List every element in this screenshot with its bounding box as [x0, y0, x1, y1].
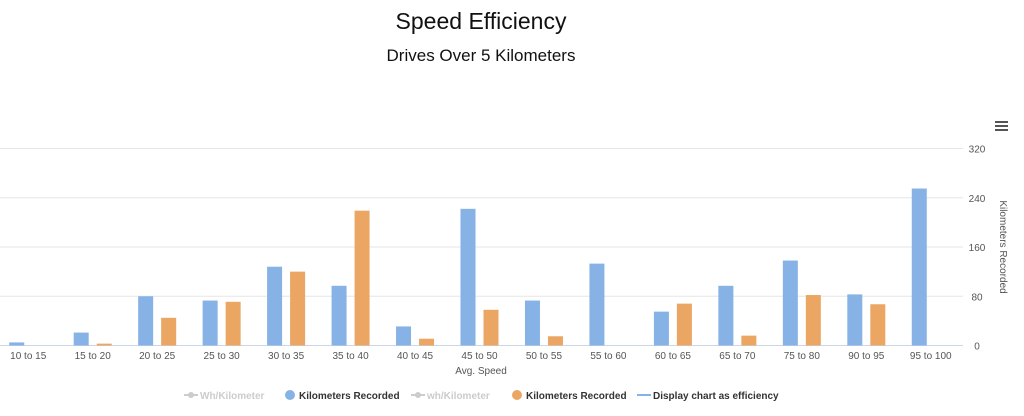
- y-tick-label: 80: [971, 292, 983, 303]
- x-tick-label: 55 to 60: [590, 351, 627, 362]
- bar-series-1[interactable]: [73, 332, 89, 346]
- x-tick-label: 30 to 35: [268, 351, 305, 362]
- legend-dot-icon: [285, 390, 295, 400]
- legend-item[interactable]: Display chart as efficiency: [637, 391, 779, 402]
- bar-series-2[interactable]: [805, 295, 821, 346]
- x-tick-label: 15 to 20: [75, 351, 112, 362]
- bar-series-2[interactable]: [225, 301, 241, 346]
- y-tick-label: 160: [969, 243, 986, 254]
- x-tick-label: 50 to 55: [526, 351, 563, 362]
- bar-series-2[interactable]: [96, 343, 112, 346]
- legend-label: Kilometers Recorded: [299, 391, 400, 402]
- legend-label: wh/Kilometer: [426, 391, 490, 402]
- hamburger-menu-icon[interactable]: [995, 121, 1008, 131]
- x-tick-label: 90 to 95: [848, 351, 885, 362]
- bar-series-2[interactable]: [547, 336, 563, 346]
- bar-series-1[interactable]: [9, 342, 25, 346]
- x-tick-label: 35 to 40: [332, 351, 369, 362]
- bar-series-1[interactable]: [847, 294, 863, 346]
- bar-series-1[interactable]: [267, 266, 283, 346]
- x-tick-label: 20 to 25: [139, 351, 176, 362]
- x-tick-label: 45 to 50: [461, 351, 498, 362]
- bar-series-1[interactable]: [202, 300, 218, 346]
- legend-marker-icon: [188, 392, 194, 398]
- bar-series-2[interactable]: [354, 210, 370, 346]
- x-axis-title: Avg. Speed: [455, 366, 507, 377]
- chart-subtitle: Drives Over 5 Kilometers: [387, 46, 576, 65]
- legend-item[interactable]: Wh/Kilometer: [184, 391, 265, 402]
- bar-series-1[interactable]: [396, 326, 412, 346]
- x-tick-label: 60 to 65: [655, 351, 692, 362]
- bar-series-2[interactable]: [741, 335, 757, 346]
- legend-marker-icon: [415, 392, 421, 398]
- legend-item[interactable]: wh/Kilometer: [411, 391, 490, 402]
- bar-series-1[interactable]: [589, 263, 605, 346]
- bar-series-1[interactable]: [524, 300, 540, 346]
- bar-series-1[interactable]: [782, 260, 798, 346]
- bar-series-2[interactable]: [290, 271, 306, 346]
- legend-label: Wh/Kilometer: [200, 391, 265, 402]
- y-tick-label: 320: [969, 145, 986, 156]
- legend-label: Display chart as efficiency: [653, 391, 779, 402]
- bar-series-2[interactable]: [870, 304, 886, 346]
- bar-series-2[interactable]: [483, 309, 499, 346]
- y-tick-label: 240: [969, 194, 986, 205]
- x-tick-label: 75 to 80: [784, 351, 821, 362]
- y-tick-label: 0: [974, 342, 980, 353]
- bar-series-1[interactable]: [138, 296, 154, 346]
- bar-series-2[interactable]: [161, 317, 177, 346]
- bar-series-1[interactable]: [718, 285, 734, 346]
- legend-dot-icon: [512, 390, 522, 400]
- bar-series-1[interactable]: [460, 208, 476, 346]
- legend-item[interactable]: Kilometers Recorded: [285, 390, 400, 402]
- x-tick-label: 65 to 70: [719, 351, 756, 362]
- legend-label: Kilometers Recorded: [526, 391, 627, 402]
- y-axis-title: Kilometers Recorded: [997, 200, 1008, 293]
- chart-title: Speed Efficiency: [396, 8, 567, 34]
- x-tick-label: 40 to 45: [397, 351, 434, 362]
- x-tick-label: 10 to 15: [10, 351, 47, 362]
- bar-series-2[interactable]: [419, 338, 435, 346]
- bar-series-1[interactable]: [653, 311, 669, 346]
- x-tick-label: 95 to 100: [910, 351, 952, 362]
- bar-series-1[interactable]: [331, 285, 347, 346]
- bar-series-2[interactable]: [676, 303, 692, 346]
- bar-series-1[interactable]: [911, 188, 927, 346]
- legend-item[interactable]: Kilometers Recorded: [512, 390, 627, 402]
- x-tick-label: 25 to 30: [204, 351, 241, 362]
